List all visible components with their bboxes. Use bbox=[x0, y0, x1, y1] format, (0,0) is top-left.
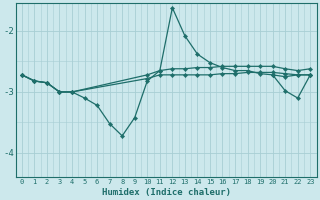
X-axis label: Humidex (Indice chaleur): Humidex (Indice chaleur) bbox=[101, 188, 231, 197]
